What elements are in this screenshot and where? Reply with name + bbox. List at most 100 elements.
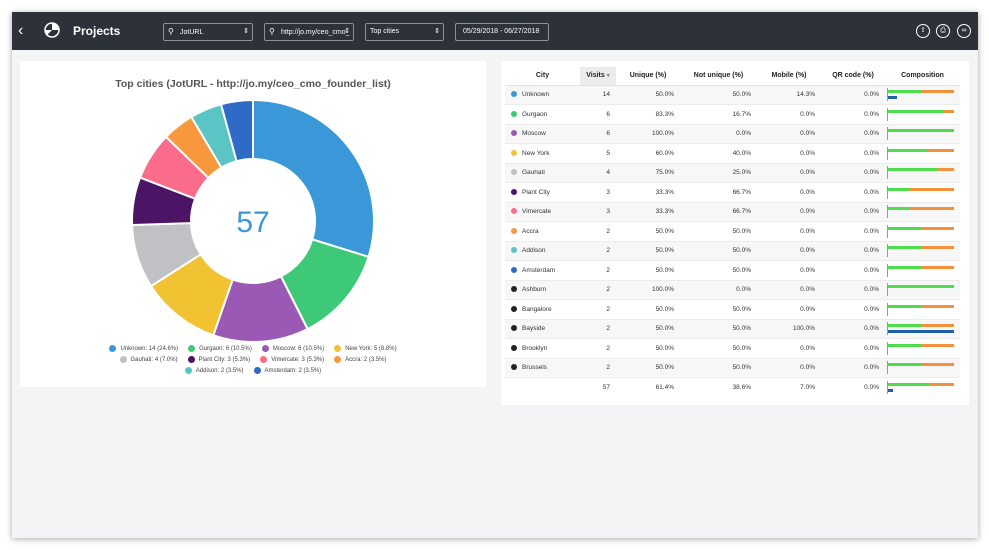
unique-cell: 33.3%: [616, 182, 680, 203]
city-cell: Plant City: [505, 182, 580, 203]
legend-color-dot: [334, 356, 342, 363]
unique-cell: 50.0%: [616, 85, 680, 105]
table-row[interactable]: Brussels 2 50.0% 50.0% 0.0% 0.0%: [505, 358, 960, 378]
legend-label: Unknown: 14 (24.6%): [120, 345, 179, 352]
legend-color-dot: [184, 367, 192, 374]
city-name: Gurgaon: [522, 110, 548, 118]
header-mobile[interactable]: Mobile (%): [757, 67, 821, 86]
legend-item[interactable]: Unknown: 14 (24.6%): [109, 345, 178, 352]
legend-label: Amsterdam: 2 (3.5%): [264, 367, 322, 374]
qr-cell: 0.0%: [821, 202, 885, 222]
legend-label: Vimercate: 3 (5.3%): [271, 356, 325, 363]
not-unique-segment: [910, 187, 954, 191]
composition-bar: [887, 107, 958, 121]
chart-legend: Unknown: 14 (24.6%) Gurgaon: 6 (10.5%) Mos…: [20, 343, 486, 376]
chart-title: Top cities (JotURL - http://jo.my/ceo_cm…: [115, 78, 391, 90]
composition-cell: [885, 143, 960, 164]
composition-bar: [887, 263, 958, 277]
city-name: Brooklyn: [522, 344, 548, 352]
city-cell: Vimercate: [505, 202, 580, 222]
legend-item[interactable]: Accra: 2 (3.5%): [334, 356, 387, 363]
url-select[interactable]: ⚲ http://jo.my/ceo_cmo_ ⇕: [264, 23, 354, 41]
table-total-row: 57 61.4% 38.6% 7.0% 0.0%: [505, 377, 960, 398]
table-row[interactable]: New York 5 60.0% 40.0% 0.0% 0.0%: [505, 143, 960, 164]
unique-cell: 100.0%: [616, 124, 680, 144]
not-unique-cell: 50.0%: [680, 299, 757, 320]
qr-cell: 0.0%: [821, 280, 885, 300]
table-row[interactable]: Ashburn 2 100.0% 0.0% 0.0% 0.0%: [505, 280, 960, 300]
not-unique-cell: 66.7%: [680, 182, 757, 203]
city-color-dot: [511, 286, 517, 293]
legend-item[interactable]: Moscow: 6 (10.5%): [261, 345, 324, 352]
table-row[interactable]: Bayside 2 50.0% 50.0% 100.0% 0.0%: [505, 319, 960, 339]
table-row[interactable]: Gurgaon 6 83.3% 16.7% 0.0% 0.0%: [505, 104, 960, 125]
table-row[interactable]: Vimercate 3 33.3% 66.7% 0.0% 0.0%: [505, 202, 960, 222]
table-header-row: City Visits ▾ Unique (%) Not unique (%) …: [505, 67, 960, 86]
table-row[interactable]: Bangalore 2 50.0% 50.0% 0.0% 0.0%: [505, 299, 960, 320]
chart-card: Top cities (JotURL - http://jo.my/ceo_cm…: [20, 61, 486, 387]
app-window: ‹ Projects ⚲ JotURL ⇕ ⚲ http://jo.my/ceo_c…: [12, 12, 978, 538]
donut-slice-unknown[interactable]: [252, 98, 375, 259]
not-unique-segment: [921, 90, 954, 94]
unique-segment: [888, 363, 921, 367]
print-icon[interactable]: ⎙: [936, 24, 950, 38]
composition-bar: [887, 302, 958, 316]
url-select-value: http://jo.my/ceo_cmo_: [281, 29, 350, 36]
legend-item[interactable]: Addison: 2 (3.5%): [184, 367, 244, 374]
upload-icon[interactable]: ⇪: [916, 24, 930, 38]
compare-icon[interactable]: ∞: [957, 24, 971, 38]
visits-cell: 3: [580, 202, 616, 222]
project-select[interactable]: ⚲ JotURL ⇕: [163, 23, 253, 41]
qr-cell: 0.0%: [821, 104, 885, 125]
header-visits[interactable]: Visits ▾: [580, 67, 616, 86]
not-unique-segment: [921, 246, 954, 250]
legend-item[interactable]: Plant City: 3 (5.3%): [187, 356, 250, 363]
table-row[interactable]: Unknown 14 50.0% 50.0% 14.3% 0.0%: [505, 85, 960, 105]
table-row[interactable]: Gauhati 4 75.0% 25.0% 0.0% 0.0%: [505, 163, 960, 183]
legend-item[interactable]: Amsterdam: 2 (3.5%): [253, 367, 322, 374]
city-cell: New York: [505, 143, 580, 164]
not-unique-segment: [921, 343, 954, 347]
unique-cell: 100.0%: [616, 280, 680, 300]
city-name: Vimercate: [522, 208, 552, 216]
not-unique-cell: 25.0%: [680, 163, 757, 183]
table-row[interactable]: Brooklyn 2 50.0% 50.0% 0.0% 0.0%: [505, 338, 960, 359]
not-unique-cell: 66.7%: [680, 202, 757, 222]
header-city[interactable]: City: [505, 67, 580, 86]
composition-bar: [887, 341, 958, 355]
header-unique[interactable]: Unique (%): [616, 67, 680, 86]
unique-segment: [888, 207, 910, 211]
unique-segment: [888, 285, 954, 289]
header-composition: Composition: [885, 67, 960, 86]
legend-item[interactable]: Gurgaon: 6 (10.5%): [188, 345, 252, 352]
date-range-picker[interactable]: 05/29/2018 - 06/27/2018: [455, 23, 549, 41]
not-unique-cell: 0.0%: [680, 280, 757, 300]
table-row[interactable]: Plant City 3 33.3% 66.7% 0.0% 0.0%: [505, 182, 960, 203]
table-row[interactable]: Amsterdam 2 50.0% 50.0% 0.0% 0.0%: [505, 260, 960, 281]
report-select[interactable]: Top cities ⇕: [365, 23, 444, 41]
not-unique-segment: [921, 226, 954, 230]
legend-item[interactable]: Gauhati: 4 (7.0%): [119, 356, 178, 363]
not-unique-cell: 50.0%: [680, 260, 757, 281]
header-not-unique[interactable]: Not unique (%): [680, 67, 757, 86]
city-color-dot: [511, 208, 517, 215]
table-row[interactable]: Accra 2 50.0% 50.0% 0.0% 0.0%: [505, 221, 960, 242]
visits-cell: 2: [580, 299, 616, 320]
composition-cell: [885, 260, 960, 281]
table-row[interactable]: Addison 2 50.0% 50.0% 0.0% 0.0%: [505, 241, 960, 261]
cities-table: City Visits ▾ Unique (%) Not unique (%) …: [505, 67, 960, 398]
not-unique-cell: 50.0%: [680, 241, 757, 261]
legend-row: Gauhati: 4 (7.0%) Plant City: 3 (5.3%) Vim…: [20, 354, 486, 365]
mobile-cell: 14.3%: [757, 85, 821, 105]
composition-bar: [887, 381, 958, 395]
legend-item[interactable]: Vimercate: 3 (5.3%): [260, 356, 324, 363]
unique-cell: 60.0%: [616, 143, 680, 164]
city-cell: Brooklyn: [505, 338, 580, 359]
header-qr-code[interactable]: QR code (%): [821, 67, 885, 86]
table-row[interactable]: Moscow 6 100.0% 0.0% 0.0% 0.0%: [505, 124, 960, 144]
composition-bar: [887, 283, 958, 297]
composition-bar: [887, 224, 958, 238]
donut-slice-amsterdam[interactable]: [219, 98, 254, 163]
legend-item[interactable]: New York: 5 (8.8%): [334, 345, 397, 352]
back-arrow-icon[interactable]: ‹: [18, 22, 24, 39]
